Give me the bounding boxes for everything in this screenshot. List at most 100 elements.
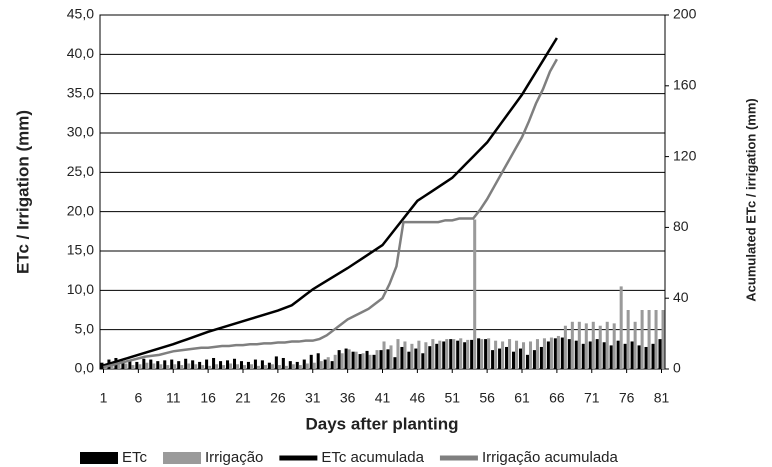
bar: [270, 364, 274, 369]
bar: [198, 361, 202, 369]
x-axis-title: Days after planting: [305, 414, 458, 433]
y2-tick-label: 120: [673, 147, 697, 163]
bar: [633, 321, 637, 369]
legend-label: ETc: [122, 449, 148, 466]
bar: [442, 341, 446, 369]
bar: [222, 365, 226, 369]
bar: [542, 338, 546, 369]
bar: [539, 346, 543, 369]
bar: [651, 343, 655, 369]
bar: [647, 310, 651, 369]
plot-frame: [99, 14, 666, 370]
x-tick-label: 51: [444, 390, 460, 406]
legend-label: Irrigação acumulada: [482, 449, 619, 466]
bar: [187, 363, 191, 369]
bar: [177, 361, 181, 369]
bar: [452, 339, 456, 369]
bar: [100, 362, 104, 369]
bar: [473, 219, 477, 369]
bar: [205, 359, 209, 369]
bar: [386, 349, 390, 369]
bar: [302, 359, 306, 369]
bar: [312, 362, 316, 369]
bar: [226, 360, 230, 369]
bar: [511, 351, 516, 369]
bar: [131, 365, 135, 369]
bar: [358, 354, 362, 369]
bar: [403, 341, 407, 369]
bar: [219, 361, 223, 369]
bar: [156, 361, 160, 369]
bar: [431, 339, 435, 369]
y-tick-label: 0,0: [75, 360, 95, 376]
bar: [428, 346, 432, 369]
y2-tick-label: 0: [673, 360, 681, 376]
x-tick-label: 1: [100, 390, 108, 406]
bar: [549, 337, 553, 369]
x-tick-label: 46: [410, 390, 426, 406]
bar: [232, 358, 237, 369]
bar: [365, 350, 369, 369]
bar: [654, 310, 658, 369]
y-axis-title: ETc / Irrigation (mm): [13, 110, 32, 274]
bar: [288, 361, 292, 369]
bar: [556, 335, 560, 369]
bar: [417, 340, 421, 369]
bar: [284, 365, 288, 369]
y2-axis-title: Acumulated ETc / irrigation (mm): [743, 98, 758, 301]
bar: [508, 339, 512, 369]
bar: [246, 361, 250, 369]
bar: [375, 350, 379, 369]
bar: [236, 364, 240, 369]
bar: [361, 353, 365, 369]
bar: [445, 339, 449, 369]
legend-swatch: [163, 452, 202, 464]
y-tick-label: 30,0: [67, 124, 94, 140]
bar: [466, 339, 470, 369]
bar: [121, 361, 125, 369]
bar: [477, 338, 481, 369]
bar: [173, 364, 177, 369]
bar: [138, 364, 142, 369]
bar: [330, 361, 334, 369]
bar: [239, 361, 243, 369]
bar: [567, 339, 571, 369]
bar: [470, 339, 474, 369]
bar: [400, 346, 404, 369]
x-tick-label: 16: [200, 390, 216, 406]
bar: [644, 346, 648, 369]
line: [103, 58, 558, 369]
legend-swatch: [80, 452, 118, 464]
bar: [553, 338, 557, 369]
bar: [421, 353, 425, 369]
bar: [159, 364, 163, 369]
y-tick-label: 35,0: [67, 84, 94, 100]
bar: [577, 321, 581, 369]
bar: [407, 351, 411, 369]
bar: [630, 341, 634, 369]
bar: [501, 341, 505, 369]
bar: [560, 337, 564, 369]
bar: [435, 343, 439, 369]
bar: [414, 348, 418, 369]
bar: [281, 357, 285, 369]
bar: [619, 286, 623, 369]
bar: [494, 340, 498, 369]
bar: [459, 338, 463, 369]
bar: [396, 339, 400, 369]
bar: [166, 365, 170, 369]
bar: [463, 342, 467, 369]
bar: [574, 340, 578, 369]
bar: [609, 345, 613, 369]
bar: [253, 359, 257, 369]
bar: [484, 339, 488, 369]
bar: [135, 361, 139, 369]
bar: [518, 348, 523, 369]
bar: [208, 365, 212, 369]
bar: [215, 364, 219, 369]
bar: [256, 365, 260, 369]
bar: [326, 357, 330, 369]
bar: [438, 340, 442, 369]
bar: [249, 364, 254, 369]
bar: [637, 345, 641, 369]
